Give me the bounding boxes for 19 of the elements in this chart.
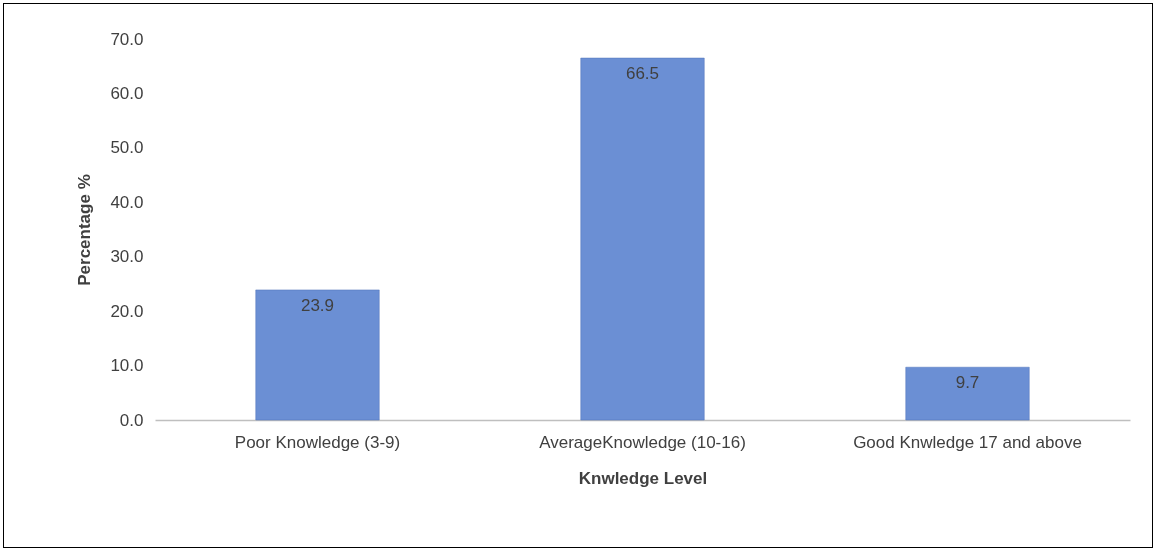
y-tick-label: 50.0 <box>110 138 144 158</box>
y-tick-label: 40.0 <box>110 192 144 212</box>
y-tick-label: 20.0 <box>110 301 144 321</box>
bar <box>580 57 705 421</box>
y-tick-label: 60.0 <box>110 83 144 103</box>
x-tick-label: Good Knwledge 17 and above <box>853 432 1082 452</box>
x-axis-title: Knwledge Level <box>578 468 708 488</box>
y-tick-label: 10.0 <box>110 356 144 376</box>
y-tick-label: 0.0 <box>119 410 144 430</box>
x-tick-label: Poor Knowledge (3-9) <box>234 432 401 452</box>
y-tick-label: 30.0 <box>110 247 144 267</box>
x-tick-label: AverageKnowledge (10-16) <box>539 432 746 452</box>
bar <box>255 289 380 421</box>
data-label: 66.5 <box>625 64 660 84</box>
data-label: 9.7 <box>955 373 980 393</box>
y-tick-label: 70.0 <box>110 29 144 49</box>
y-axis-title: Percentage % <box>75 174 95 286</box>
data-label: 23.9 <box>300 295 335 315</box>
bar <box>905 366 1030 421</box>
